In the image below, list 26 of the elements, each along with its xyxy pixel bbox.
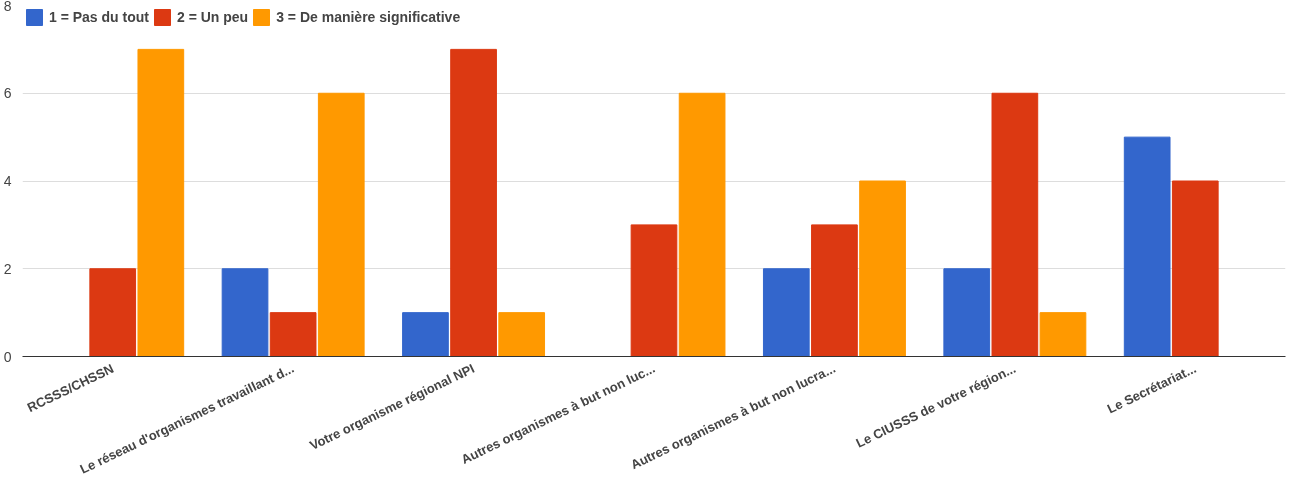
legend-label: 3 = De manière significative — [276, 9, 461, 25]
bar — [630, 224, 678, 357]
bar — [943, 268, 991, 357]
bar — [859, 180, 906, 357]
y-tick-label: 6 — [3, 85, 12, 102]
y-tick-label: 8 — [3, 0, 12, 14]
bar — [678, 92, 726, 357]
bar — [1123, 136, 1171, 357]
bar — [762, 268, 810, 357]
bar — [89, 268, 137, 357]
y-tick-label: 2 — [3, 260, 12, 277]
bar — [811, 224, 858, 357]
bar — [498, 312, 546, 357]
legend-label: 1 = Pas du tout — [49, 9, 149, 25]
bar — [269, 312, 317, 357]
bar — [1039, 312, 1087, 357]
bar — [991, 92, 1039, 357]
bar — [137, 48, 185, 357]
bar — [402, 312, 449, 357]
bar — [317, 92, 365, 357]
y-tick-label: 0 — [3, 348, 12, 365]
y-tick-label: 4 — [3, 173, 12, 189]
bar — [221, 268, 269, 357]
bar — [1171, 180, 1219, 357]
bar — [450, 48, 497, 357]
legend-label: 2 = Un peu — [176, 9, 249, 25]
